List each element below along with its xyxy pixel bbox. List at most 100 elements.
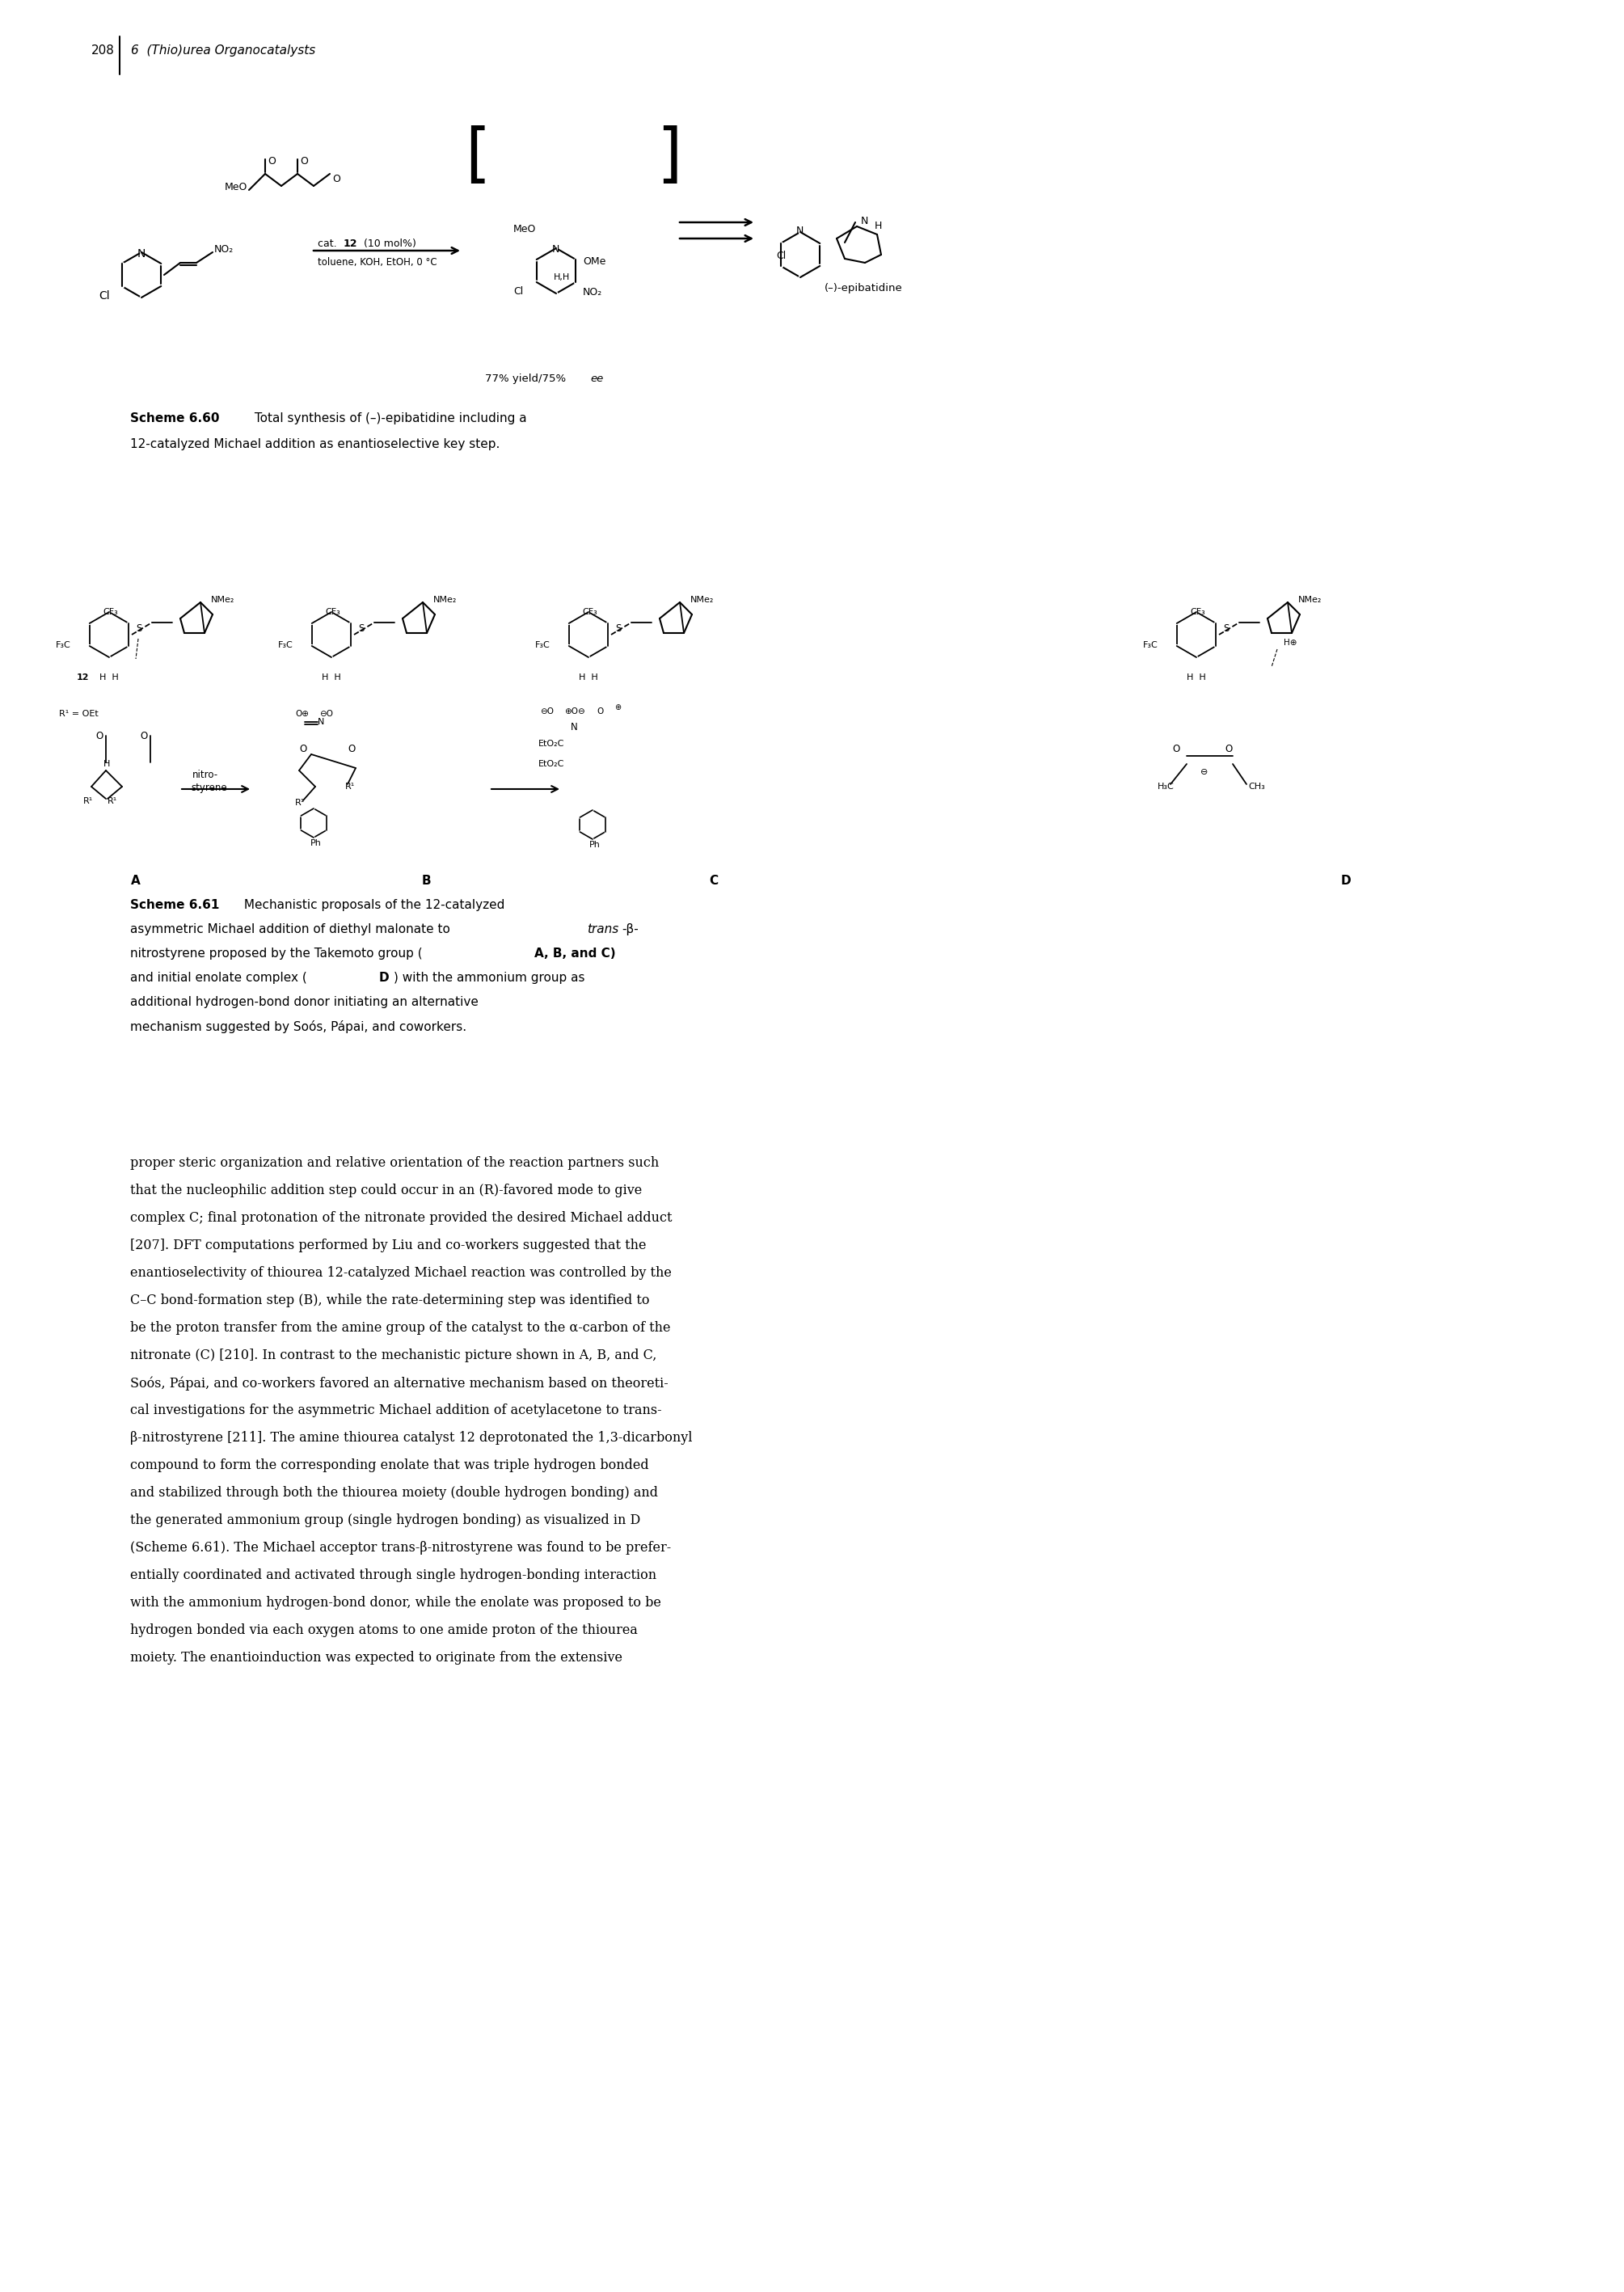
Text: O: O (333, 174, 339, 183)
Text: ⊕O⊖: ⊕O⊖ (564, 708, 585, 715)
Text: A: A (132, 876, 141, 887)
Text: nitrostyrene proposed by the Takemoto group (: nitrostyrene proposed by the Takemoto gr… (130, 947, 422, 960)
Text: (10 mol%): (10 mol%) (361, 238, 416, 250)
Text: nitronate (C) [210]. In contrast to the mechanistic picture shown in A, B, and C: nitronate (C) [210]. In contrast to the … (130, 1348, 656, 1361)
Text: Ph: Ph (310, 839, 322, 848)
Text: 77% yield/75%: 77% yield/75% (486, 374, 570, 385)
Text: Soós, Pápai, and co-workers favored an alternative mechanism based on theoreti-: Soós, Pápai, and co-workers favored an a… (130, 1375, 669, 1391)
Text: H  H: H H (578, 674, 598, 681)
Text: hydrogen bonded via each oxygen atoms to one amide proton of the thiourea: hydrogen bonded via each oxygen atoms to… (130, 1623, 638, 1636)
Text: H₃C: H₃C (1158, 782, 1174, 791)
Text: ee: ee (590, 374, 603, 385)
Text: CF₃: CF₃ (581, 607, 598, 617)
Text: Cl: Cl (99, 291, 110, 303)
Text: N: N (318, 717, 325, 727)
Text: N: N (796, 225, 804, 236)
Text: enantioselectivity of thiourea 12-catalyzed Michael reaction was controlled by t: enantioselectivity of thiourea 12-cataly… (130, 1265, 672, 1279)
Text: N: N (552, 245, 560, 254)
Text: S: S (359, 623, 364, 635)
Text: (Scheme 6.61). The Michael acceptor trans-β-nitrostyrene was found to be prefer-: (Scheme 6.61). The Michael acceptor tran… (130, 1540, 671, 1554)
Text: [207]. DFT computations performed by Liu and co-workers suggested that the: [207]. DFT computations performed by Liu… (130, 1238, 646, 1251)
Text: A, B, and C): A, B, and C) (534, 947, 615, 960)
Text: 12-catalyzed Michael addition as enantioselective key step.: 12-catalyzed Michael addition as enantio… (130, 438, 500, 449)
Text: proper steric organization and relative orientation of the reaction partners suc: proper steric organization and relative … (130, 1155, 659, 1169)
Text: that the nucleophilic addition step could occur in an (R)-favored mode to give: that the nucleophilic addition step coul… (130, 1183, 641, 1196)
Text: R¹ = OEt: R¹ = OEt (58, 711, 99, 717)
Text: mechanism suggested by Soós, Pápai, and coworkers.: mechanism suggested by Soós, Pápai, and … (130, 1020, 466, 1034)
Text: R¹: R¹ (296, 800, 305, 807)
Text: Scheme 6.61: Scheme 6.61 (130, 898, 219, 912)
Text: F₃C: F₃C (1143, 642, 1158, 649)
Text: ) with the ammonium group as: ) with the ammonium group as (393, 972, 585, 983)
Text: 208: 208 (91, 44, 115, 57)
Text: D: D (1341, 876, 1351, 887)
Text: EtO₂C: EtO₂C (539, 761, 565, 768)
Text: toluene, KOH, EtOH, 0 °C: toluene, KOH, EtOH, 0 °C (318, 257, 437, 268)
Text: R¹: R¹ (83, 798, 93, 804)
Text: NMe₂: NMe₂ (1298, 596, 1322, 603)
Text: entially coordinated and activated through single hydrogen-bonding interaction: entially coordinated and activated throu… (130, 1568, 656, 1581)
Text: cal investigations for the asymmetric Michael addition of acetylacetone to trans: cal investigations for the asymmetric Mi… (130, 1403, 661, 1416)
Text: the generated ammonium group (single hydrogen bonding) as visualized in D: the generated ammonium group (single hyd… (130, 1513, 640, 1526)
Text: H  H: H H (99, 674, 119, 681)
Text: N: N (570, 722, 578, 733)
Text: EtO₂C: EtO₂C (539, 740, 565, 747)
Text: O: O (268, 156, 276, 167)
Text: O: O (300, 156, 309, 167)
Text: F₃C: F₃C (278, 642, 294, 649)
Text: 12: 12 (76, 674, 89, 681)
Text: R¹: R¹ (346, 782, 356, 791)
Text: F₃C: F₃C (536, 642, 551, 649)
Text: O: O (596, 708, 603, 715)
Text: ⊖O: ⊖O (320, 711, 333, 717)
Text: asymmetric Michael addition of diethyl malonate to: asymmetric Michael addition of diethyl m… (130, 924, 455, 935)
Text: H: H (104, 761, 110, 768)
Text: O: O (96, 731, 102, 740)
Text: trans: trans (586, 924, 619, 935)
Text: O: O (299, 745, 307, 754)
Text: R¹: R¹ (107, 798, 117, 804)
Text: N: N (138, 248, 146, 259)
Text: 12: 12 (344, 238, 357, 250)
Text: F₃C: F₃C (55, 642, 71, 649)
Text: NO₂: NO₂ (583, 286, 603, 298)
Text: with the ammonium hydrogen-bond donor, while the enolate was proposed to be: with the ammonium hydrogen-bond donor, w… (130, 1595, 661, 1609)
Text: NMe₂: NMe₂ (211, 596, 235, 603)
Text: additional hydrogen-bond donor initiating an alternative: additional hydrogen-bond donor initiatin… (130, 997, 479, 1008)
Text: H  H: H H (322, 674, 341, 681)
Text: O: O (1224, 745, 1233, 754)
Text: H⊕: H⊕ (1283, 639, 1298, 646)
Text: and stabilized through both the thiourea moiety (double hydrogen bonding) and: and stabilized through both the thiourea… (130, 1485, 658, 1499)
Text: Scheme 6.60: Scheme 6.60 (130, 413, 219, 424)
Text: S: S (1223, 623, 1229, 635)
Text: B: B (421, 876, 430, 887)
Text: NMe₂: NMe₂ (690, 596, 715, 603)
Text: β-nitrostyrene [211]. The amine thiourea catalyst 12 deprotonated the 1,3-dicarb: β-nitrostyrene [211]. The amine thiourea… (130, 1430, 692, 1444)
Text: (–)-epibatidine: (–)-epibatidine (825, 282, 903, 293)
Text: Total synthesis of (–)-epibatidine including a: Total synthesis of (–)-epibatidine inclu… (250, 413, 526, 424)
Text: H: H (875, 220, 882, 231)
Text: ⊖O: ⊖O (541, 708, 554, 715)
Text: 6  (Thio)urea Organocatalysts: 6 (Thio)urea Organocatalysts (132, 44, 315, 57)
Text: Ph: Ph (590, 841, 601, 848)
Text: NMe₂: NMe₂ (434, 596, 456, 603)
Text: O: O (1173, 745, 1179, 754)
Text: and initial enolate complex (: and initial enolate complex ( (130, 972, 307, 983)
Text: [: [ (464, 126, 490, 188)
Text: styrene: styrene (190, 782, 227, 793)
Text: NO₂: NO₂ (214, 245, 234, 254)
Text: N: N (861, 215, 869, 227)
Text: CH₃: CH₃ (1249, 782, 1265, 791)
Text: Cl: Cl (776, 250, 786, 261)
Text: be the proton transfer from the amine group of the catalyst to the α-carbon of t: be the proton transfer from the amine gr… (130, 1320, 671, 1334)
Text: CF₃: CF₃ (325, 607, 339, 617)
Text: H,H: H,H (554, 273, 570, 282)
Text: ]: ] (656, 126, 682, 188)
Text: OMe: OMe (583, 257, 606, 266)
Text: MeO: MeO (513, 225, 536, 234)
Text: S: S (136, 623, 141, 635)
Text: ⊖: ⊖ (1200, 768, 1208, 777)
Text: CF₃: CF₃ (102, 607, 119, 617)
Text: compound to form the corresponding enolate that was triple hydrogen bonded: compound to form the corresponding enola… (130, 1458, 650, 1471)
Text: moiety. The enantioinduction was expected to originate from the extensive: moiety. The enantioinduction was expecte… (130, 1650, 622, 1664)
